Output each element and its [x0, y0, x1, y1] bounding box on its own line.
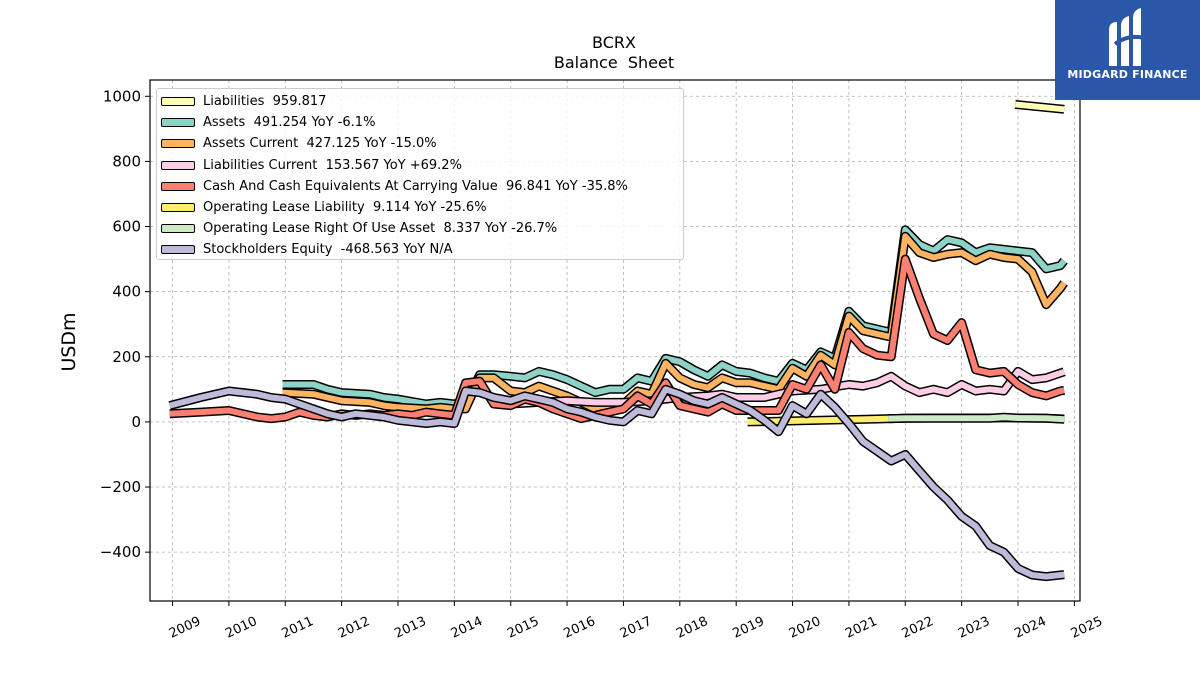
legend-item: Liabilities 959.817 — [157, 91, 683, 112]
series-lines — [168, 99, 1068, 582]
x-tick-label: 2014 — [449, 614, 485, 642]
y-tick-label: −400 — [100, 543, 141, 561]
legend-swatch — [161, 118, 195, 128]
chart-subtitle: Balance Sheet — [554, 53, 674, 72]
plot-frame — [149, 79, 1081, 602]
legend-swatch — [161, 224, 195, 234]
legend-label: Operating Lease Right Of Use Asset 8.337… — [203, 221, 558, 237]
brand-logo: MIDGARD FINANCE — [1055, 0, 1200, 100]
x-tick-label: 2015 — [505, 614, 541, 642]
x-tick-label: 2021 — [843, 614, 879, 642]
legend: Liabilities 959.817 Assets 491.254 YoY -6… — [156, 88, 684, 260]
series-line — [168, 386, 1065, 580]
legend-label: Liabilities Current 153.567 YoY +69.2% — [203, 157, 462, 173]
x-tick-label: 2017 — [618, 614, 654, 642]
legend-swatch — [161, 97, 195, 107]
legend-label: Assets Current 427.125 YoY -15.0% — [203, 136, 437, 152]
legend-swatch — [161, 181, 195, 191]
x-tick-label: 2023 — [956, 614, 992, 642]
series-stockholders-equity — [168, 384, 1065, 582]
x-tick-label: 2018 — [674, 614, 710, 642]
legend-label: Operating Lease Liability 9.114 YoY -25.… — [203, 200, 487, 216]
x-tick-label: 2024 — [1012, 614, 1048, 642]
x-tick-label: 2022 — [900, 614, 936, 642]
x-tick-label: 2013 — [392, 614, 428, 642]
legend-item: Operating Lease Liability 9.114 YoY -25.… — [157, 197, 683, 218]
series-assets-current — [282, 231, 1068, 414]
x-tick-label: 2020 — [787, 614, 823, 642]
legend-item: Liabilities Current 153.567 YoY +69.2% — [157, 155, 683, 176]
legend-label: Assets 491.254 YoY -6.1% — [203, 115, 376, 131]
x-tick-label: 2011 — [280, 614, 316, 642]
legend-swatch — [161, 203, 195, 213]
series-liabilities — [1014, 99, 1065, 114]
y-tick-label: 800 — [112, 152, 141, 170]
legend-label: Stockholders Equity -468.563 YoY N/A — [203, 242, 453, 258]
series-operating-lease-right-of-use-asset — [888, 412, 1065, 424]
legend-label: Liabilities 959.817 — [203, 94, 327, 110]
legend-item: Assets Current 427.125 YoY -15.0% — [157, 133, 683, 154]
series-assets — [282, 225, 1068, 409]
series-outline — [282, 231, 1068, 414]
legend-item: Assets 491.254 YoY -6.1% — [157, 112, 683, 133]
x-tick-label: 2016 — [561, 614, 597, 642]
midgard-logo-icon — [1109, 8, 1146, 66]
y-tick-label: 600 — [112, 218, 141, 236]
legend-item: Operating Lease Right Of Use Asset 8.337… — [157, 218, 683, 239]
y-axis-label: USDm — [58, 312, 80, 371]
series-line — [888, 414, 1065, 423]
y-tick-label: 400 — [112, 283, 141, 301]
series-line — [1014, 101, 1065, 113]
x-tick-label: 2009 — [167, 614, 203, 642]
legend-label: Cash And Cash Equivalents At Carrying Va… — [203, 178, 628, 194]
series-line — [282, 226, 1067, 407]
x-tick-label: 2010 — [223, 614, 259, 642]
brand-name: MIDGARD FINANCE — [1067, 68, 1188, 81]
legend-item: Stockholders Equity -468.563 YoY N/A — [157, 239, 683, 260]
chart-title: BCRX — [592, 33, 636, 52]
y-tick-label: −200 — [100, 478, 141, 496]
y-tick-label: 1000 — [103, 87, 141, 105]
x-tick-label: 2019 — [731, 614, 767, 642]
legend-swatch — [161, 245, 195, 255]
x-tick-label: 2012 — [336, 614, 372, 642]
series-line — [282, 233, 1067, 412]
legend-swatch — [161, 160, 195, 170]
legend-item: Cash And Cash Equivalents At Carrying Va… — [157, 176, 683, 197]
y-tick-label: 0 — [131, 413, 141, 431]
x-tick-label: 2025 — [1069, 614, 1105, 642]
y-tick-label: 200 — [112, 348, 141, 366]
legend-swatch — [161, 139, 195, 149]
